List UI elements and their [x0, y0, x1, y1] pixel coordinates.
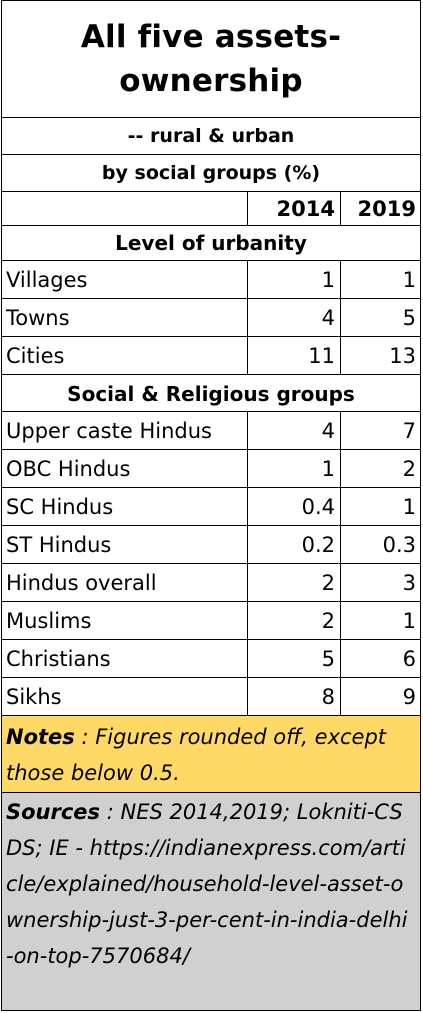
- value-2014: 2: [248, 564, 341, 601]
- table-row: Villages 1 1: [2, 261, 420, 299]
- table-row: Cities 11 13: [2, 337, 420, 375]
- value-2014: 0.4: [248, 488, 341, 525]
- value-2019: 5: [402, 305, 416, 330]
- value-2019: 6: [402, 646, 416, 671]
- value-2014: 1: [248, 261, 341, 298]
- column-header-2019: 2019: [357, 196, 416, 221]
- value-2019: 7: [402, 418, 416, 443]
- header-blank-cell: [2, 192, 248, 225]
- table-row: Upper caste Hindus 4 7: [2, 412, 420, 450]
- notes-text: : Figures rounded off, except those belo…: [6, 725, 387, 785]
- row-label: Sikhs: [2, 678, 248, 715]
- sources-text: : NES 2014,2019; Lokniti-CSDS; IE - http…: [6, 800, 408, 968]
- sources-box: Sources : NES 2014,2019; Lokniti-CSDS; I…: [2, 793, 420, 1010]
- value-2014: 11: [248, 337, 341, 374]
- section-heading: Level of urbanity: [2, 226, 420, 261]
- value-2019: 2: [402, 456, 416, 481]
- table-row: Hindus overall 2 3: [2, 564, 420, 602]
- row-label: OBC Hindus: [2, 450, 248, 487]
- value-2014: 1: [248, 450, 341, 487]
- value-2014: 5: [248, 640, 341, 677]
- row-label: Muslims: [2, 602, 248, 639]
- value-2019: 3: [402, 570, 416, 595]
- title-line-1: All five assets-: [80, 19, 342, 55]
- column-header-row: 2014 2019: [2, 192, 420, 226]
- value-2019: 1: [402, 608, 416, 633]
- value-2014: 4: [248, 412, 341, 449]
- table-row: Sikhs 8 9: [2, 678, 420, 716]
- value-2014: 2: [248, 602, 341, 639]
- table-row: Towns 4 5: [2, 299, 420, 337]
- table-row: Muslims 2 1: [2, 602, 420, 640]
- notes-box: Notes : Figures rounded off, except thos…: [2, 716, 420, 793]
- subtitle-rural-urban: -- rural & urban: [2, 118, 420, 155]
- title-line-2: ownership: [119, 63, 303, 99]
- value-2019: 1: [402, 494, 416, 519]
- row-label: Upper caste Hindus: [2, 412, 248, 449]
- row-label: Towns: [2, 299, 248, 336]
- subtitle-social-groups: by social groups (%): [2, 155, 420, 192]
- row-label: ST Hindus: [2, 526, 248, 563]
- notes-label: Notes: [6, 725, 75, 749]
- table-row: ST Hindus 0.2 0.3: [2, 526, 420, 564]
- table-row: OBC Hindus 1 2: [2, 450, 420, 488]
- table-title: All five assets- ownership: [2, 1, 420, 118]
- table-row: Christians 5 6: [2, 640, 420, 678]
- value-2019: 13: [389, 343, 416, 368]
- value-2014: 4: [248, 299, 341, 336]
- value-2014: 0.2: [248, 526, 341, 563]
- value-2019: 1: [402, 267, 416, 292]
- row-label: Christians: [2, 640, 248, 677]
- column-header-2014: 2014: [248, 192, 341, 225]
- row-label: Villages: [2, 261, 248, 298]
- sources-label: Sources: [6, 800, 101, 824]
- value-2019: 0.3: [382, 532, 416, 557]
- row-label: Hindus overall: [2, 564, 248, 601]
- table-row: SC Hindus 0.4 1: [2, 488, 420, 526]
- value-2014: 8: [248, 678, 341, 715]
- section-heading: Social & Religious groups: [2, 377, 420, 412]
- row-label: Cities: [2, 337, 248, 374]
- value-2019: 9: [402, 684, 416, 709]
- row-label: SC Hindus: [2, 488, 248, 525]
